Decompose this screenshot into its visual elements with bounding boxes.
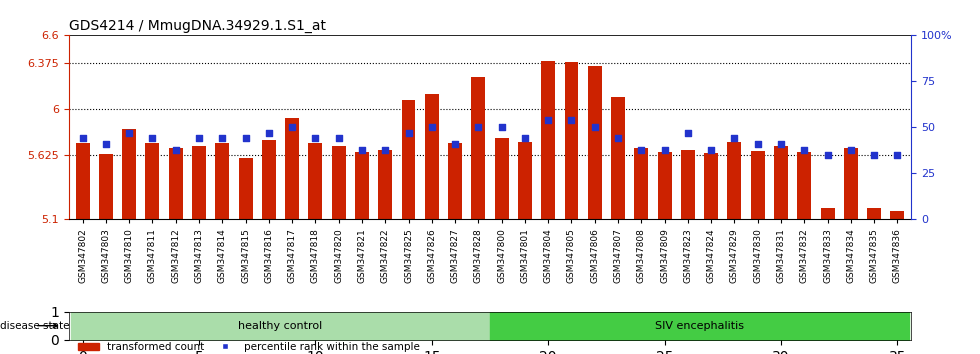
Point — [168, 147, 183, 152]
Point — [122, 130, 137, 136]
Text: disease state: disease state — [0, 321, 70, 331]
Bar — [727, 142, 742, 219]
Point — [704, 147, 719, 152]
Text: healthy control: healthy control — [238, 321, 322, 331]
Bar — [658, 152, 671, 219]
Bar — [402, 101, 416, 219]
Point — [843, 147, 858, 152]
Bar — [331, 146, 346, 219]
Bar — [588, 66, 602, 219]
Point — [750, 141, 765, 147]
Bar — [355, 152, 368, 219]
Bar — [471, 77, 485, 219]
Point — [424, 125, 440, 130]
Bar — [122, 129, 136, 219]
Point — [657, 147, 672, 152]
Point — [354, 147, 369, 152]
Bar — [867, 209, 881, 219]
Bar — [99, 154, 113, 219]
Point — [540, 117, 556, 123]
Text: GDS4214 / MmugDNA.34929.1.S1_at: GDS4214 / MmugDNA.34929.1.S1_at — [69, 19, 325, 33]
Point — [866, 152, 882, 158]
Bar — [192, 146, 206, 219]
Bar — [820, 209, 835, 219]
Point — [98, 141, 114, 147]
Bar — [169, 148, 182, 219]
Legend: transformed count, percentile rank within the sample: transformed count, percentile rank withi… — [74, 338, 424, 354]
Point — [797, 147, 812, 152]
Point — [145, 136, 161, 141]
Bar — [541, 61, 556, 219]
Bar — [378, 149, 392, 219]
Bar — [75, 143, 89, 219]
Bar — [705, 153, 718, 219]
Bar — [564, 62, 578, 219]
Point — [401, 130, 416, 136]
Point — [890, 152, 906, 158]
Bar — [448, 143, 462, 219]
Point — [726, 136, 742, 141]
Point — [564, 117, 579, 123]
Bar — [751, 151, 764, 219]
Point — [470, 125, 486, 130]
Point — [284, 125, 300, 130]
Point — [74, 136, 90, 141]
Point — [447, 141, 463, 147]
Bar — [262, 140, 275, 219]
Point — [238, 136, 254, 141]
Bar — [309, 143, 322, 219]
Bar — [285, 118, 299, 219]
Bar — [681, 149, 695, 219]
Point — [680, 130, 696, 136]
Text: SIV encephalitis: SIV encephalitis — [655, 321, 744, 331]
Point — [191, 136, 207, 141]
Bar — [145, 143, 160, 219]
Bar — [774, 146, 788, 219]
Bar — [518, 142, 532, 219]
Point — [587, 125, 603, 130]
Bar — [634, 148, 649, 219]
Point — [215, 136, 230, 141]
Point — [517, 136, 533, 141]
Bar — [798, 152, 811, 219]
Point — [819, 152, 835, 158]
Bar — [891, 211, 905, 219]
Point — [261, 130, 276, 136]
Point — [773, 141, 789, 147]
Point — [633, 147, 649, 152]
Point — [331, 136, 347, 141]
Bar — [844, 148, 858, 219]
Bar — [424, 94, 439, 219]
Bar — [612, 97, 625, 219]
Point — [377, 147, 393, 152]
Point — [308, 136, 323, 141]
Point — [494, 125, 510, 130]
Bar — [495, 138, 509, 219]
Bar — [238, 158, 253, 219]
Bar — [216, 143, 229, 219]
Point — [611, 136, 626, 141]
